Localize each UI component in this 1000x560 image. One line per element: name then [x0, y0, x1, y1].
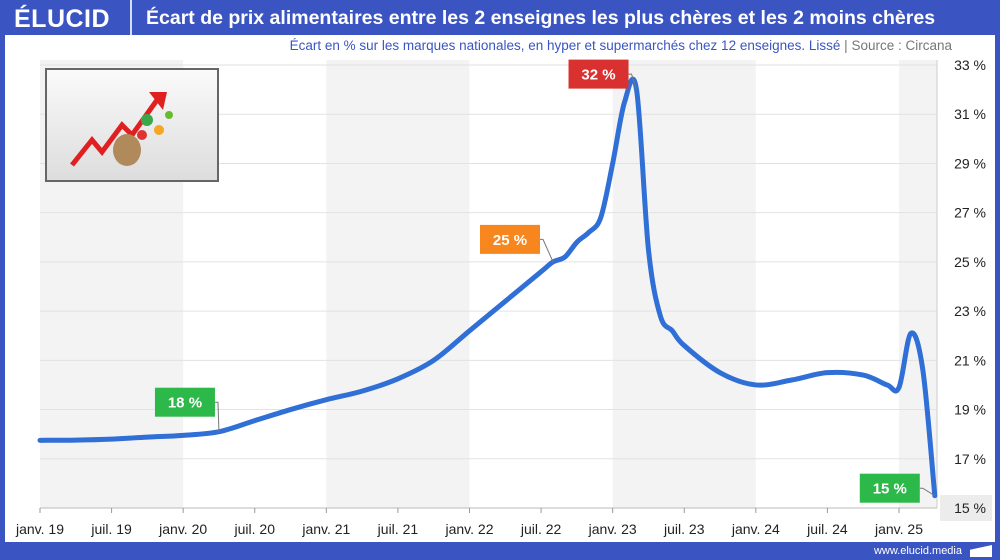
x-tick-label: juil. 23 [663, 521, 705, 537]
header-divider [130, 0, 132, 35]
footer-url[interactable]: www.elucid.media [873, 545, 962, 557]
x-tick-label: juil. 24 [806, 521, 848, 537]
x-tick-label: juil. 20 [234, 521, 276, 537]
x-tick-label: juil. 22 [520, 521, 562, 537]
x-tick-label: janv. 20 [158, 521, 207, 537]
y-tick-label: 15 % [954, 500, 986, 516]
year-band [612, 60, 756, 508]
x-tick-label: janv. 21 [301, 521, 350, 537]
x-tick-label: juil. 19 [90, 521, 132, 537]
data-line-series [37, 76, 938, 499]
rising-arrow-groceries-icon [70, 92, 173, 167]
x-tick-label: janv. 19 [15, 521, 64, 537]
y-tick-label: 21 % [954, 352, 986, 368]
annotation-label: 15 % [873, 481, 907, 498]
x-tick-label: janv. 24 [731, 521, 780, 537]
chart-subtitle: Écart en % sur les marques nationales, e… [290, 38, 952, 53]
elucid-logo: ÉLUCID [14, 5, 111, 33]
annotation-leader [214, 401, 220, 432]
annotation-label: 18 % [168, 395, 202, 412]
annotation-box [859, 473, 920, 503]
year-band [326, 60, 470, 508]
x-tick-label: janv. 23 [588, 521, 637, 537]
x-tick-label: juil. 21 [377, 521, 419, 537]
annotation-box [154, 387, 215, 417]
annotation-leader [628, 73, 638, 90]
x-tick-label: janv. 22 [445, 521, 494, 537]
annotation-box [480, 224, 541, 254]
source-text: Source : Circana [851, 38, 952, 53]
y-tick-label: 25 % [954, 254, 986, 270]
y-tick-label: 23 % [954, 303, 986, 319]
y-tick-label: 31 % [954, 106, 986, 122]
annotation-leader [919, 487, 936, 497]
x-tick-label: janv. 25 [874, 521, 923, 537]
y-tick-label: 27 % [954, 205, 986, 221]
annotation-box [568, 59, 629, 89]
y-tick-highlight [940, 495, 992, 521]
illustration-image [45, 68, 219, 182]
annotation-label: 25 % [493, 232, 527, 249]
annotation-leader [540, 238, 554, 263]
y-tick-label: 19 % [954, 402, 986, 418]
annotation-label: 32 % [581, 67, 615, 84]
subtitle-text: Écart en % sur les marques nationales, e… [289, 38, 841, 53]
y-tick-label: 33 % [954, 57, 986, 73]
chart-title: Écart de prix alimentaires entre les 2 e… [146, 7, 936, 29]
subtitle-separator: | [844, 38, 848, 53]
y-tick-label: 17 % [954, 451, 986, 467]
y-tick-label: 29 % [954, 155, 986, 171]
